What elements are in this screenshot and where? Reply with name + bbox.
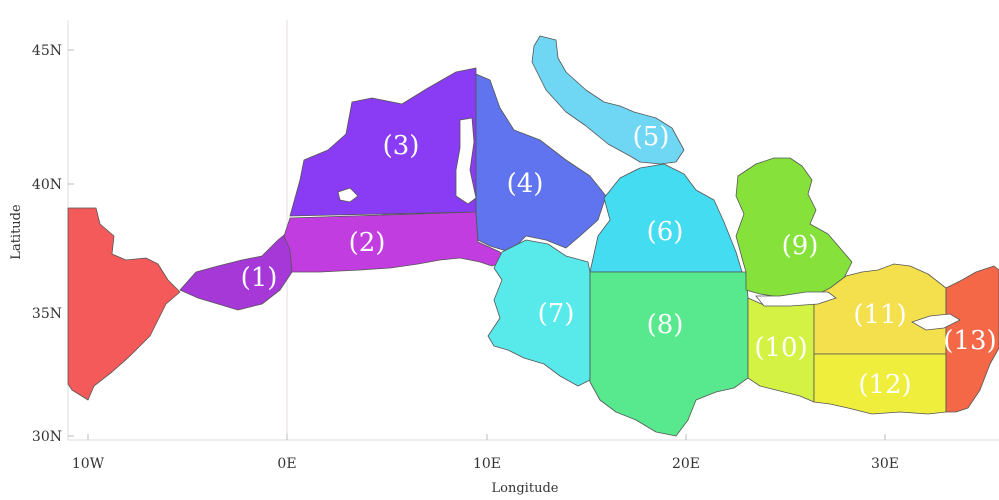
y-tick-labels: 45N 40N 35N 30N [32, 43, 62, 445]
x-tick-20e: 20E [672, 456, 700, 472]
region-4 [475, 73, 607, 253]
region-6 [589, 163, 743, 273]
region-label-6: (6) [647, 217, 684, 247]
y-tick-30n: 30N [32, 429, 62, 445]
y-tick-35n: 35N [32, 306, 62, 322]
x-tick-labels: 10W 0E 10E 20E 30E [72, 456, 899, 472]
cyprus-island [911, 313, 961, 331]
region-8 [589, 271, 749, 437]
corsica-sardinia-island [455, 117, 477, 205]
crete-island [755, 291, 837, 307]
region-label-2: (2) [349, 228, 386, 258]
islands [337, 117, 961, 331]
region-label-5: (5) [633, 122, 670, 152]
region-atlantic [67, 207, 181, 401]
x-tick-30e: 30E [871, 456, 899, 472]
x-tick-10w: 10W [72, 456, 105, 472]
region-7 [487, 239, 591, 387]
y-tick-40n: 40N [32, 177, 62, 193]
region-13 [945, 265, 999, 413]
region-label-8: (8) [647, 310, 684, 340]
region-label-7: (7) [538, 299, 575, 329]
region-label-13: (13) [943, 326, 996, 356]
region-labels: (1) (2) (3) (4) (5) (6) (7) (8) (9) (10)… [241, 122, 997, 400]
x-tick-10e: 10E [473, 456, 501, 472]
region-3 [289, 67, 477, 217]
region-label-10: (10) [754, 333, 807, 363]
y-tick-45n: 45N [32, 43, 62, 59]
region-label-4: (4) [507, 169, 544, 199]
x-tick-0e: 0E [277, 456, 296, 472]
region-label-3: (3) [383, 131, 420, 161]
region-5 [531, 35, 685, 165]
balearic-island [337, 187, 359, 203]
region-shapes [67, 35, 999, 437]
region-label-11: (11) [853, 300, 906, 330]
y-axis-title: Latitude [9, 204, 24, 260]
x-axis-title: Longitude [492, 481, 559, 496]
region-2 [283, 211, 509, 273]
region-label-1: (1) [241, 263, 278, 293]
region-label-9: (9) [782, 231, 819, 261]
region-label-12: (12) [858, 370, 911, 400]
